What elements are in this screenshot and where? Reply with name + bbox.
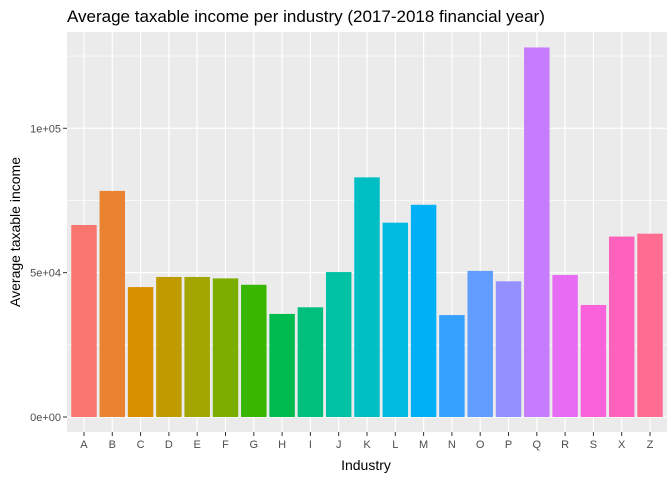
- x-tick-label: I: [309, 439, 312, 451]
- x-tick-label: A: [80, 439, 88, 451]
- bar-O: [467, 270, 493, 417]
- x-tick-label: G: [250, 439, 259, 451]
- bar-H: [269, 313, 295, 417]
- x-axis-title: Industry: [341, 457, 391, 473]
- y-axis: 0e+00 5e+04 1e+05: [30, 123, 67, 424]
- x-tick-label: B: [109, 439, 116, 451]
- bar-F: [212, 278, 239, 417]
- y-axis-title: Average taxable income: [7, 157, 23, 307]
- x-tick-label: M: [419, 439, 428, 451]
- bar-N: [439, 315, 465, 417]
- x-tick-label: Z: [647, 439, 654, 451]
- bar-S: [580, 304, 607, 417]
- x-tick-label: H: [278, 439, 286, 451]
- x-tick-label: Q: [533, 439, 542, 451]
- y-tick-label: 0e+00: [30, 412, 61, 424]
- x-tick-label: L: [392, 439, 398, 451]
- y-tick-label: 5e+04: [30, 268, 61, 280]
- x-tick-label: K: [363, 439, 371, 451]
- bar-P: [495, 281, 522, 417]
- bar-J: [325, 272, 352, 417]
- bar-Q: [524, 47, 550, 418]
- x-tick-label: E: [194, 439, 201, 451]
- x-tick-label: C: [137, 439, 145, 451]
- bar-C: [127, 287, 154, 417]
- bar-M: [410, 204, 437, 417]
- bar-K: [354, 177, 380, 417]
- x-tick-label: J: [336, 439, 342, 451]
- x-tick-label: O: [476, 439, 485, 451]
- bar-G: [241, 284, 267, 417]
- x-tick-label: N: [448, 439, 456, 451]
- x-tick-label: S: [590, 439, 597, 451]
- bar-D: [156, 276, 182, 417]
- bar-R: [552, 274, 578, 417]
- bar-B: [99, 190, 126, 417]
- bar-X: [608, 236, 635, 417]
- x-tick-label: R: [561, 439, 569, 451]
- bars: [71, 47, 663, 418]
- y-tick-label: 1e+05: [30, 123, 61, 135]
- x-tick-label: D: [165, 439, 173, 451]
- bar-L: [382, 222, 409, 417]
- bar-E: [184, 276, 210, 417]
- chart-title: Average taxable income per industry (201…: [67, 7, 545, 26]
- bar-A: [71, 225, 97, 417]
- x-tick-label: F: [222, 439, 229, 451]
- bar-I: [297, 307, 324, 417]
- bar-Z: [637, 233, 663, 417]
- x-tick-label: X: [618, 439, 626, 451]
- x-tick-label: P: [505, 439, 512, 451]
